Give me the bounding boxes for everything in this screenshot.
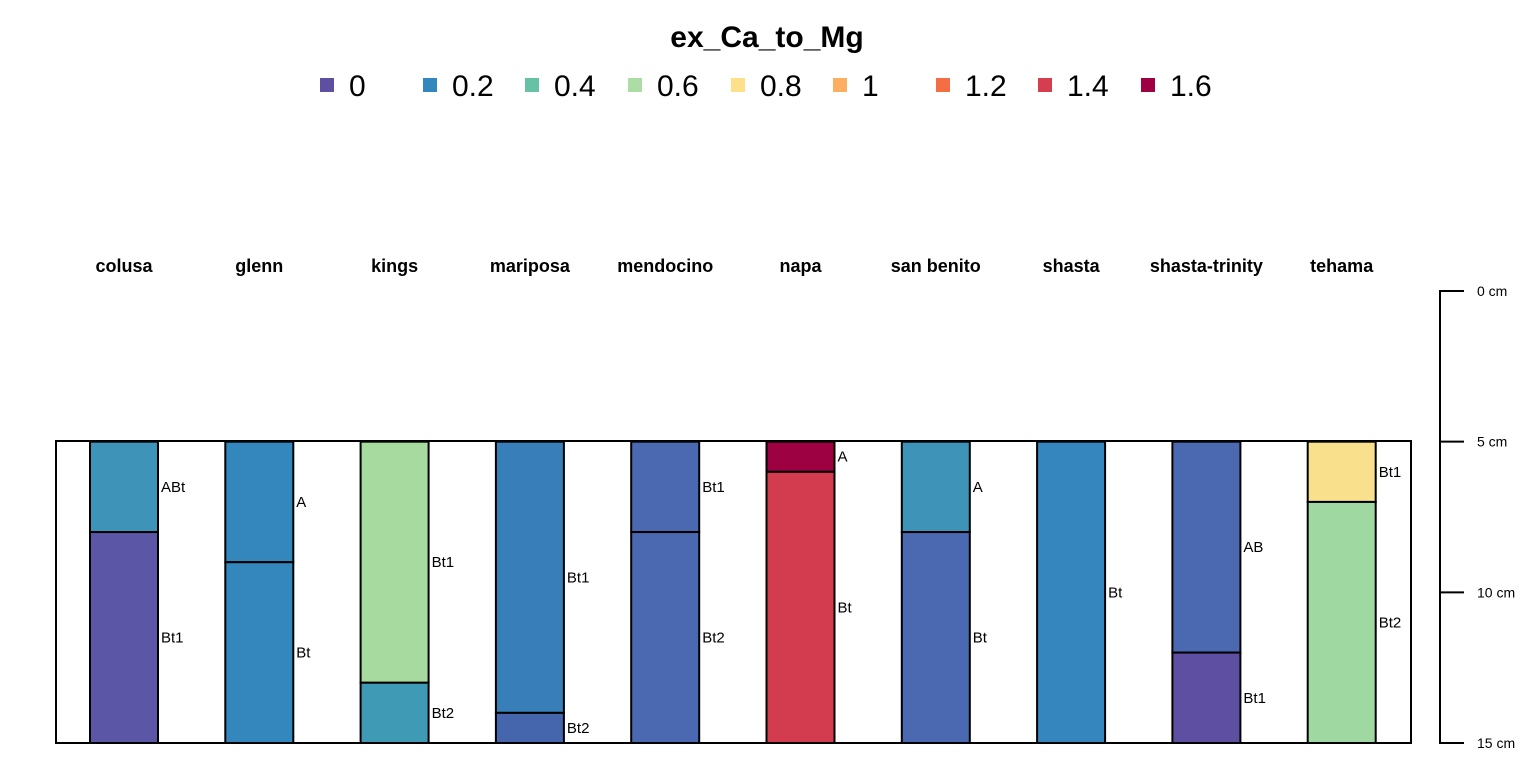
horizon-label: Bt bbox=[838, 599, 853, 616]
site-labels: colusa glenn kings mariposa mendocino napa san… bbox=[95, 256, 1374, 276]
horizon-bar bbox=[630, 440, 701, 534]
soil-profile: A Bt bbox=[224, 440, 311, 745]
horizon-bar bbox=[765, 440, 836, 473]
soil-profile: A Bt bbox=[765, 440, 853, 744]
soil-profile: A Bt bbox=[900, 440, 988, 744]
legend-swatch bbox=[320, 78, 334, 92]
legend-label: 0.4 bbox=[554, 70, 596, 103]
horizon-label: Bt1 bbox=[1379, 464, 1402, 481]
legend-label: 0.2 bbox=[452, 70, 494, 103]
soil-profile: Bt1 Bt2 bbox=[359, 440, 455, 745]
soil-profile: Bt bbox=[1036, 440, 1123, 744]
depth-tick-label: 5 cm bbox=[1477, 434, 1507, 450]
horizon-bar bbox=[359, 681, 430, 745]
legend-label: 0.8 bbox=[760, 70, 802, 103]
legend-swatch bbox=[525, 78, 539, 92]
horizon-label: Bt2 bbox=[702, 630, 725, 647]
horizon-bar bbox=[494, 440, 565, 714]
legend-swatch bbox=[628, 78, 642, 92]
soil-profile: Bt1 Bt2 bbox=[494, 440, 590, 744]
legend-swatch bbox=[731, 78, 745, 92]
depth-tick-label: 0 cm bbox=[1477, 283, 1507, 299]
legend-title: ex_Ca_to_Mg bbox=[670, 21, 863, 54]
soil-profile: Bt1 Bt2 bbox=[630, 440, 725, 744]
legend-label: 0 bbox=[349, 70, 366, 103]
legend-label: 1.2 bbox=[965, 70, 1007, 103]
horizon-bar bbox=[1306, 440, 1377, 503]
horizon-label: A bbox=[296, 494, 306, 511]
horizon-label: Bt bbox=[296, 645, 311, 662]
horizon-label: Bt2 bbox=[1379, 614, 1402, 631]
horizon-bar bbox=[1036, 440, 1107, 744]
horizon-bar bbox=[224, 440, 295, 564]
site-label: san benito bbox=[891, 256, 981, 276]
horizon-label: AB bbox=[1243, 539, 1263, 556]
horizon-bar bbox=[224, 561, 295, 745]
horizon-bar bbox=[1171, 440, 1242, 654]
horizon-label: Bt2 bbox=[567, 720, 590, 737]
horizon-bar bbox=[359, 440, 430, 684]
legend-label: 1 bbox=[862, 70, 879, 103]
horizon-label: A bbox=[973, 479, 983, 496]
legend-swatch bbox=[1141, 78, 1155, 92]
horizon-label: Bt bbox=[973, 630, 988, 647]
legend-item: 1.4 bbox=[1038, 70, 1109, 103]
legend-swatch bbox=[833, 78, 847, 92]
legend-item: 0.6 bbox=[628, 70, 699, 103]
horizon-bar bbox=[89, 531, 159, 744]
legend: 0 0.2 0.4 0.6 0.8 1 1.2 1.4 1.6 bbox=[320, 70, 1212, 103]
soil-profile: ABt Bt1 bbox=[89, 440, 186, 744]
site-label: colusa bbox=[95, 256, 153, 276]
legend-label: 0.6 bbox=[657, 70, 699, 103]
site-label: glenn bbox=[235, 256, 283, 276]
legend-item: 0.2 bbox=[423, 70, 494, 103]
horizon-bar bbox=[900, 440, 971, 534]
legend-item: 1 bbox=[833, 70, 879, 103]
legend-item: 0.8 bbox=[731, 70, 802, 103]
soil-profile: Bt1 Bt2 bbox=[1306, 440, 1402, 744]
horizon-label: A bbox=[838, 449, 848, 466]
depth-tick-label: 15 cm bbox=[1477, 735, 1515, 751]
horizon-bar bbox=[630, 531, 701, 744]
horizon-label: Bt1 bbox=[161, 630, 184, 647]
horizon-label: Bt2 bbox=[432, 705, 455, 722]
horizon-label: Bt1 bbox=[1243, 690, 1266, 707]
site-label: tehama bbox=[1310, 256, 1374, 276]
horizon-bar bbox=[900, 531, 971, 744]
legend-item: 1.6 bbox=[1141, 70, 1212, 103]
site-label: napa bbox=[779, 256, 822, 276]
legend-item: 1.2 bbox=[936, 70, 1007, 103]
legend-swatch bbox=[936, 78, 950, 92]
site-label: mendocino bbox=[617, 256, 713, 276]
legend-item: 0.4 bbox=[525, 70, 596, 103]
plot-frame bbox=[55, 440, 1412, 744]
depth-axis: 0 cm 5 cm 10 cm 15 cm bbox=[1439, 283, 1515, 751]
site-label: kings bbox=[371, 256, 418, 276]
horizon-bar bbox=[494, 711, 565, 744]
legend-label: 1.6 bbox=[1170, 70, 1212, 103]
site-label: shasta-trinity bbox=[1150, 256, 1263, 276]
legend-swatch bbox=[423, 78, 437, 92]
legend-item: 0 bbox=[320, 70, 366, 103]
legend-label: 1.4 bbox=[1067, 70, 1109, 103]
depth-tick-label: 10 cm bbox=[1477, 584, 1515, 600]
horizon-label: Bt1 bbox=[432, 554, 455, 571]
horizon-bar bbox=[1306, 500, 1377, 744]
horizon-label: Bt bbox=[1108, 584, 1123, 601]
soil-profile: AB Bt1 bbox=[1171, 440, 1266, 744]
profiles: ABtBt1ABtBt1Bt2Bt1Bt2Bt1Bt2ABtABtBtABBt1… bbox=[89, 440, 1402, 745]
horizon-label: Bt1 bbox=[567, 569, 590, 586]
horizon-label: Bt1 bbox=[702, 479, 725, 496]
site-label: shasta bbox=[1043, 256, 1101, 276]
horizon-bar bbox=[89, 440, 159, 534]
legend-swatch bbox=[1038, 78, 1052, 92]
horizon-label: ABt bbox=[161, 479, 186, 496]
horizon-bar bbox=[765, 470, 836, 744]
horizon-bar bbox=[1171, 651, 1242, 744]
site-label: mariposa bbox=[490, 256, 571, 276]
